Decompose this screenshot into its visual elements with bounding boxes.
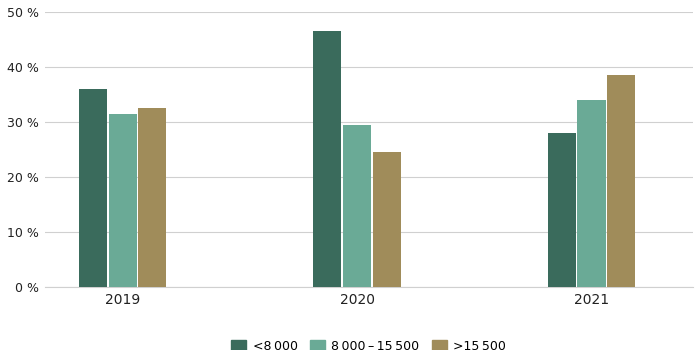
Bar [139, 108, 167, 287]
Legend: <8 000, 8 000 – 15 500, >15 500: <8 000, 8 000 – 15 500, >15 500 [226, 335, 511, 350]
Bar [108, 114, 136, 287]
Bar [578, 100, 606, 287]
Bar [607, 75, 635, 287]
Bar [547, 133, 576, 287]
Bar [314, 31, 342, 287]
Bar [372, 152, 401, 287]
Bar [79, 89, 107, 287]
Bar [343, 125, 371, 287]
